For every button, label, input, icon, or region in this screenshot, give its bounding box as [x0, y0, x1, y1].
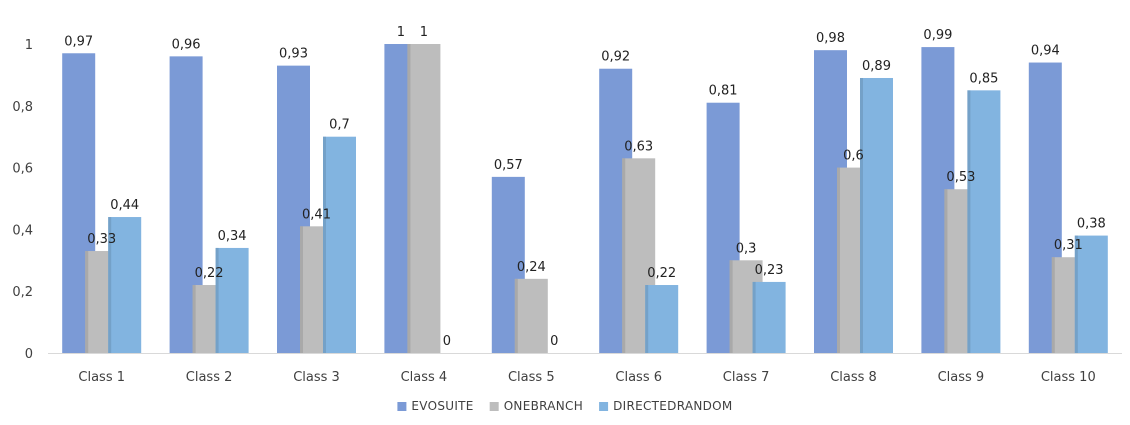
bar-directedrandom [967, 90, 1001, 353]
bar-edge-shade [729, 260, 733, 353]
y-tick-label: 0,6 [12, 162, 33, 177]
data-label: 0,94 [1031, 44, 1060, 59]
data-label: 0,31 [1054, 238, 1083, 253]
bar-edge-shade [1074, 235, 1078, 353]
data-label: 0,63 [624, 139, 653, 154]
data-label: 0,81 [709, 84, 738, 99]
bar-edge-shade [192, 285, 196, 353]
bar-edge-shade [514, 278, 518, 353]
bar-directedrandom [1074, 235, 1108, 353]
bar-edge-shade [215, 247, 219, 353]
data-label: 0,7 [329, 118, 350, 133]
bar-edge-shade [407, 44, 411, 353]
y-tick-label: 0,2 [12, 285, 33, 300]
data-label: 0,93 [279, 47, 308, 62]
bar-directedrandom [860, 77, 893, 354]
data-label: 0,38 [1077, 217, 1106, 232]
x-tick-label: Class 8 [830, 370, 877, 385]
bar-directedrandom [323, 136, 356, 353]
data-label: 0,34 [218, 229, 247, 244]
bar-edge-shade [752, 281, 756, 353]
x-tick-label: Class 6 [615, 370, 662, 385]
y-axis-ticks: 0 0,2 0,4 0,6 0,8 1 [12, 38, 33, 362]
data-label: 0,23 [755, 263, 784, 278]
data-label: 0,22 [195, 266, 224, 281]
bar-edge-shade [85, 251, 89, 353]
data-label: 0,96 [172, 37, 201, 52]
y-tick-label: 0 [25, 347, 33, 362]
bar-edge-shade [622, 158, 626, 353]
bar-directedrandom [215, 247, 249, 353]
bar-edge-shade [944, 189, 948, 353]
data-label: 0,99 [923, 28, 952, 43]
legend-swatch [489, 402, 499, 411]
legend-swatch [599, 402, 609, 411]
x-axis-ticks: Class 1 Class 2 Class 3 Class 4 Class 5 Class… [78, 370, 1095, 385]
data-label: 0,85 [969, 71, 998, 86]
y-tick-label: 0,8 [12, 100, 33, 115]
legend: EVOSUITE ONEBRANCH DIRECTEDRANDOM [397, 399, 732, 413]
bar-edge-shade [1051, 257, 1055, 353]
x-tick-label: Class 1 [78, 370, 125, 385]
bar-directedrandom [108, 217, 142, 353]
data-label: 0,24 [517, 260, 546, 275]
x-tick-label: Class 9 [938, 370, 985, 385]
bar-edge-shade [967, 90, 971, 353]
data-label: 0,44 [110, 198, 139, 213]
bar-directedrandom [752, 281, 786, 353]
data-label: 0,53 [946, 170, 975, 185]
data-label: 1 [397, 25, 405, 40]
x-tick-label: Class 10 [1041, 370, 1096, 385]
x-tick-label: Class 2 [186, 370, 233, 385]
data-label: 0,98 [816, 31, 845, 46]
legend-label: EVOSUITE [411, 399, 473, 413]
x-tick-label: Class 5 [508, 370, 555, 385]
legend-label: ONEBRANCH [504, 399, 583, 413]
y-tick-label: 1 [25, 38, 33, 53]
bar-directedrandom [645, 285, 679, 353]
legend-swatch [397, 402, 407, 411]
bar-edge-shade [645, 285, 649, 353]
bar-edge-shade [108, 217, 112, 353]
data-label: 0,3 [736, 241, 757, 256]
bar-onebranch [407, 44, 441, 353]
data-label: 0,22 [647, 266, 676, 281]
bars [62, 44, 1108, 354]
data-label: 0 [443, 334, 451, 349]
data-label: 0,57 [494, 158, 523, 173]
data-label: 0 [550, 334, 558, 349]
legend-label: DIRECTEDRANDOM [613, 399, 733, 413]
bar-edge-shade [860, 77, 863, 354]
bar-edge-shade [323, 136, 326, 353]
bar-edge-shade [837, 167, 840, 353]
x-tick-label: Class 3 [293, 370, 340, 385]
data-labels: 0,97 0,33 0,44 0,96 0,22 0,34 0,93 0,41 0,7 1 1 0 0,… [64, 25, 1106, 349]
data-label: 0,92 [601, 50, 630, 65]
y-tick-label: 0,4 [12, 223, 33, 238]
data-label: 0,6 [843, 149, 864, 164]
bar-onebranch [514, 278, 548, 353]
x-tick-label: Class 7 [723, 370, 770, 385]
bar-edge-shade [300, 226, 303, 353]
x-tick-label: Class 4 [401, 370, 448, 385]
data-label: 0,89 [862, 59, 891, 74]
data-label: 0,97 [64, 34, 93, 49]
data-label: 0,33 [87, 232, 116, 247]
data-label: 1 [420, 25, 428, 40]
data-label: 0,41 [302, 207, 331, 222]
